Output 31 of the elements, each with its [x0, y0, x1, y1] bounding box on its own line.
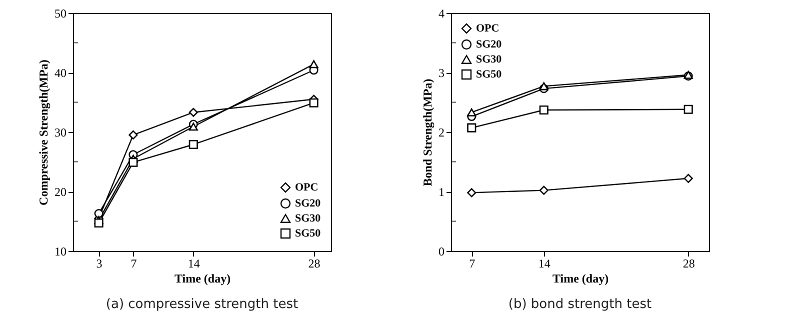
y-axis-title: Compressive Strength(MPa)	[36, 60, 50, 206]
y-tick-label: 2	[438, 126, 444, 140]
text: (b) bond strength test	[508, 297, 652, 312]
x-axis-title: Time (day)	[552, 272, 609, 286]
legend-label: SG30	[476, 54, 502, 66]
x-tick-label: 14	[188, 256, 200, 270]
legend-label: OPC	[295, 182, 318, 194]
legend-label: SG30	[295, 212, 322, 224]
x-tick-label: 7	[130, 256, 137, 270]
legend-label: SG50	[476, 68, 502, 80]
x-tick-label: 7	[469, 256, 476, 270]
x-tick-label: 28	[308, 256, 320, 270]
y-tick-label: 0	[438, 244, 444, 258]
y-tick-label: 40	[54, 66, 66, 80]
y-tick-label: 20	[54, 185, 66, 199]
legend-label: SG20	[476, 38, 502, 50]
x-tick-label: 14	[538, 256, 550, 270]
x-tick-label: 3	[96, 256, 102, 270]
y-tick-label: 3	[438, 66, 444, 80]
text: (a) compressive strength test	[106, 297, 298, 312]
y-axis-title: Bond Strength(MPa)	[420, 78, 434, 186]
legend-label: SG50	[295, 228, 322, 240]
y-tick-label: 4	[438, 6, 444, 20]
y-tick-label: 10	[54, 244, 66, 258]
x-axis-title: Time (day)	[174, 272, 231, 286]
x-tick-label: 28	[682, 256, 695, 270]
y-tick-label: 30	[54, 126, 66, 140]
y-tick-label: 1	[438, 185, 444, 199]
y-tick-label: 50	[54, 6, 66, 20]
legend-label: SG20	[295, 198, 322, 210]
legend-label: OPC	[476, 22, 500, 34]
